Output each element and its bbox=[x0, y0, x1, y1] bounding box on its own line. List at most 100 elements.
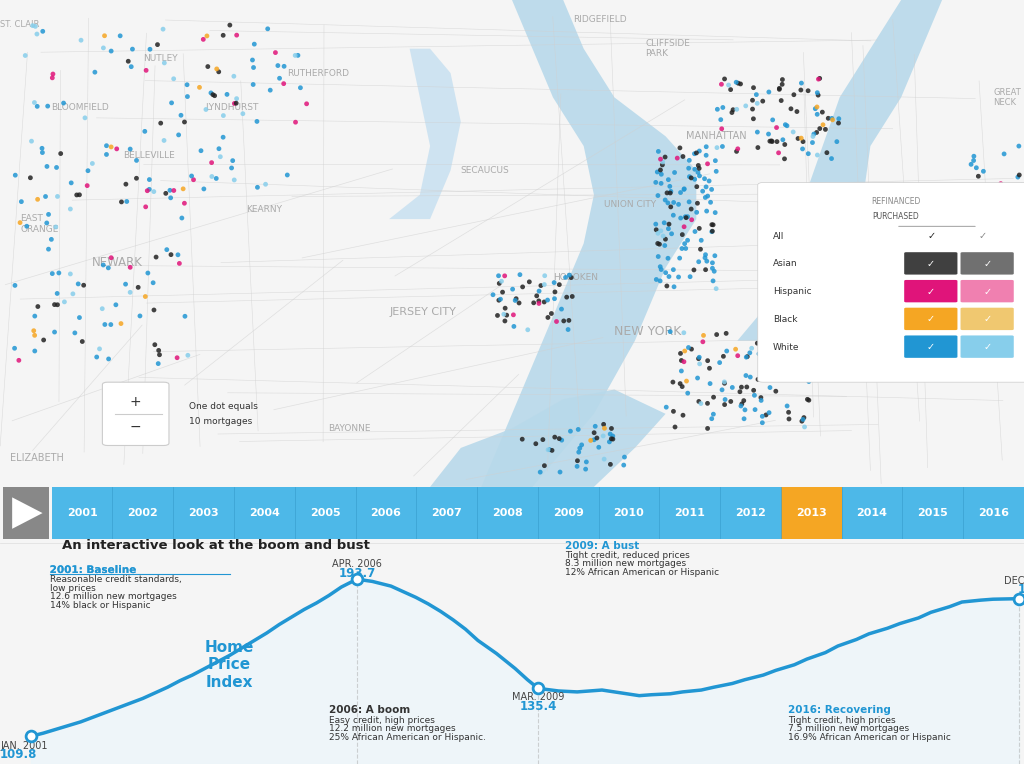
Point bbox=[706, 408, 722, 420]
Point bbox=[815, 225, 831, 237]
Text: 2005: 2005 bbox=[310, 508, 340, 518]
Point bbox=[527, 438, 544, 450]
Polygon shape bbox=[737, 0, 942, 341]
Point bbox=[962, 250, 978, 262]
FancyBboxPatch shape bbox=[961, 280, 1014, 303]
Point bbox=[537, 270, 553, 282]
Polygon shape bbox=[430, 390, 666, 487]
Text: JERSEY CITY: JERSEY CITY bbox=[389, 306, 456, 316]
Point bbox=[779, 120, 796, 132]
Text: NEW YORK: NEW YORK bbox=[614, 325, 682, 338]
Point bbox=[489, 309, 506, 322]
Text: −: − bbox=[129, 419, 141, 433]
Point bbox=[697, 191, 714, 203]
Text: Asian: Asian bbox=[773, 260, 798, 268]
Point bbox=[660, 218, 677, 230]
Point bbox=[689, 197, 706, 209]
Text: 2010: 2010 bbox=[613, 508, 644, 518]
Point bbox=[687, 225, 703, 238]
Point bbox=[800, 147, 816, 160]
Point bbox=[961, 286, 977, 298]
Point bbox=[732, 386, 749, 398]
Point bbox=[537, 460, 553, 472]
Point bbox=[708, 154, 724, 167]
Point bbox=[750, 337, 766, 349]
Text: 14% black or Hispanic: 14% black or Hispanic bbox=[49, 601, 151, 610]
Point bbox=[596, 422, 612, 435]
Polygon shape bbox=[12, 497, 43, 529]
Point bbox=[663, 325, 679, 338]
Point bbox=[714, 384, 730, 396]
Point bbox=[535, 433, 551, 445]
Point bbox=[551, 432, 567, 445]
Point bbox=[145, 186, 162, 198]
Point bbox=[95, 42, 112, 54]
Point bbox=[995, 210, 1012, 222]
Point bbox=[603, 432, 620, 445]
Point bbox=[719, 345, 735, 357]
Point bbox=[779, 248, 796, 260]
Point bbox=[1011, 140, 1024, 152]
Point bbox=[113, 318, 129, 330]
Point bbox=[999, 180, 1016, 192]
Point bbox=[963, 158, 979, 170]
Point bbox=[591, 441, 607, 453]
Point bbox=[792, 225, 808, 238]
Point bbox=[707, 250, 723, 262]
Text: 2009: 2009 bbox=[553, 508, 584, 518]
Point bbox=[758, 409, 774, 421]
Point bbox=[1001, 272, 1018, 284]
Point bbox=[604, 430, 621, 442]
Text: 2004: 2004 bbox=[249, 508, 280, 518]
Point bbox=[103, 45, 120, 57]
Point bbox=[507, 294, 523, 306]
Point bbox=[98, 140, 115, 152]
Point bbox=[532, 280, 549, 292]
Point bbox=[824, 316, 841, 328]
Point bbox=[601, 435, 617, 448]
Point bbox=[666, 209, 682, 222]
Point bbox=[118, 278, 134, 290]
Point bbox=[616, 451, 633, 463]
Point bbox=[694, 335, 711, 348]
Text: BELLEVILLE: BELLEVILLE bbox=[123, 151, 175, 160]
Point bbox=[810, 89, 826, 102]
Text: 2007: 2007 bbox=[431, 508, 462, 518]
Point bbox=[975, 293, 991, 306]
Point bbox=[583, 434, 599, 446]
Point bbox=[676, 355, 692, 367]
Point bbox=[72, 312, 88, 324]
Text: MANHATTAN: MANHATTAN bbox=[686, 131, 746, 141]
FancyBboxPatch shape bbox=[904, 252, 957, 274]
Point bbox=[691, 222, 708, 235]
Point bbox=[200, 60, 216, 73]
Point bbox=[973, 296, 989, 309]
Point bbox=[228, 29, 245, 41]
Point bbox=[874, 260, 891, 272]
Point bbox=[962, 279, 978, 291]
Point bbox=[798, 338, 814, 351]
Point bbox=[883, 335, 899, 347]
Point bbox=[615, 459, 632, 471]
Point bbox=[204, 157, 220, 169]
Point bbox=[170, 249, 186, 261]
Text: ✓: ✓ bbox=[983, 286, 991, 296]
Point bbox=[718, 327, 734, 339]
Text: MAR. 2009: MAR. 2009 bbox=[512, 692, 564, 702]
Point bbox=[928, 283, 944, 296]
Point bbox=[137, 201, 154, 213]
Point bbox=[688, 206, 705, 219]
Point bbox=[660, 270, 677, 283]
Point bbox=[676, 183, 692, 195]
Point bbox=[62, 268, 79, 280]
Point bbox=[690, 256, 707, 268]
Point bbox=[677, 345, 693, 357]
Point bbox=[693, 235, 710, 247]
Point bbox=[943, 268, 959, 280]
Text: RIDGEFIELD: RIDGEFIELD bbox=[573, 15, 627, 24]
Point bbox=[886, 250, 902, 262]
Text: ✓: ✓ bbox=[927, 342, 935, 352]
Point bbox=[805, 131, 821, 143]
Point bbox=[170, 129, 186, 141]
Point bbox=[834, 303, 850, 315]
